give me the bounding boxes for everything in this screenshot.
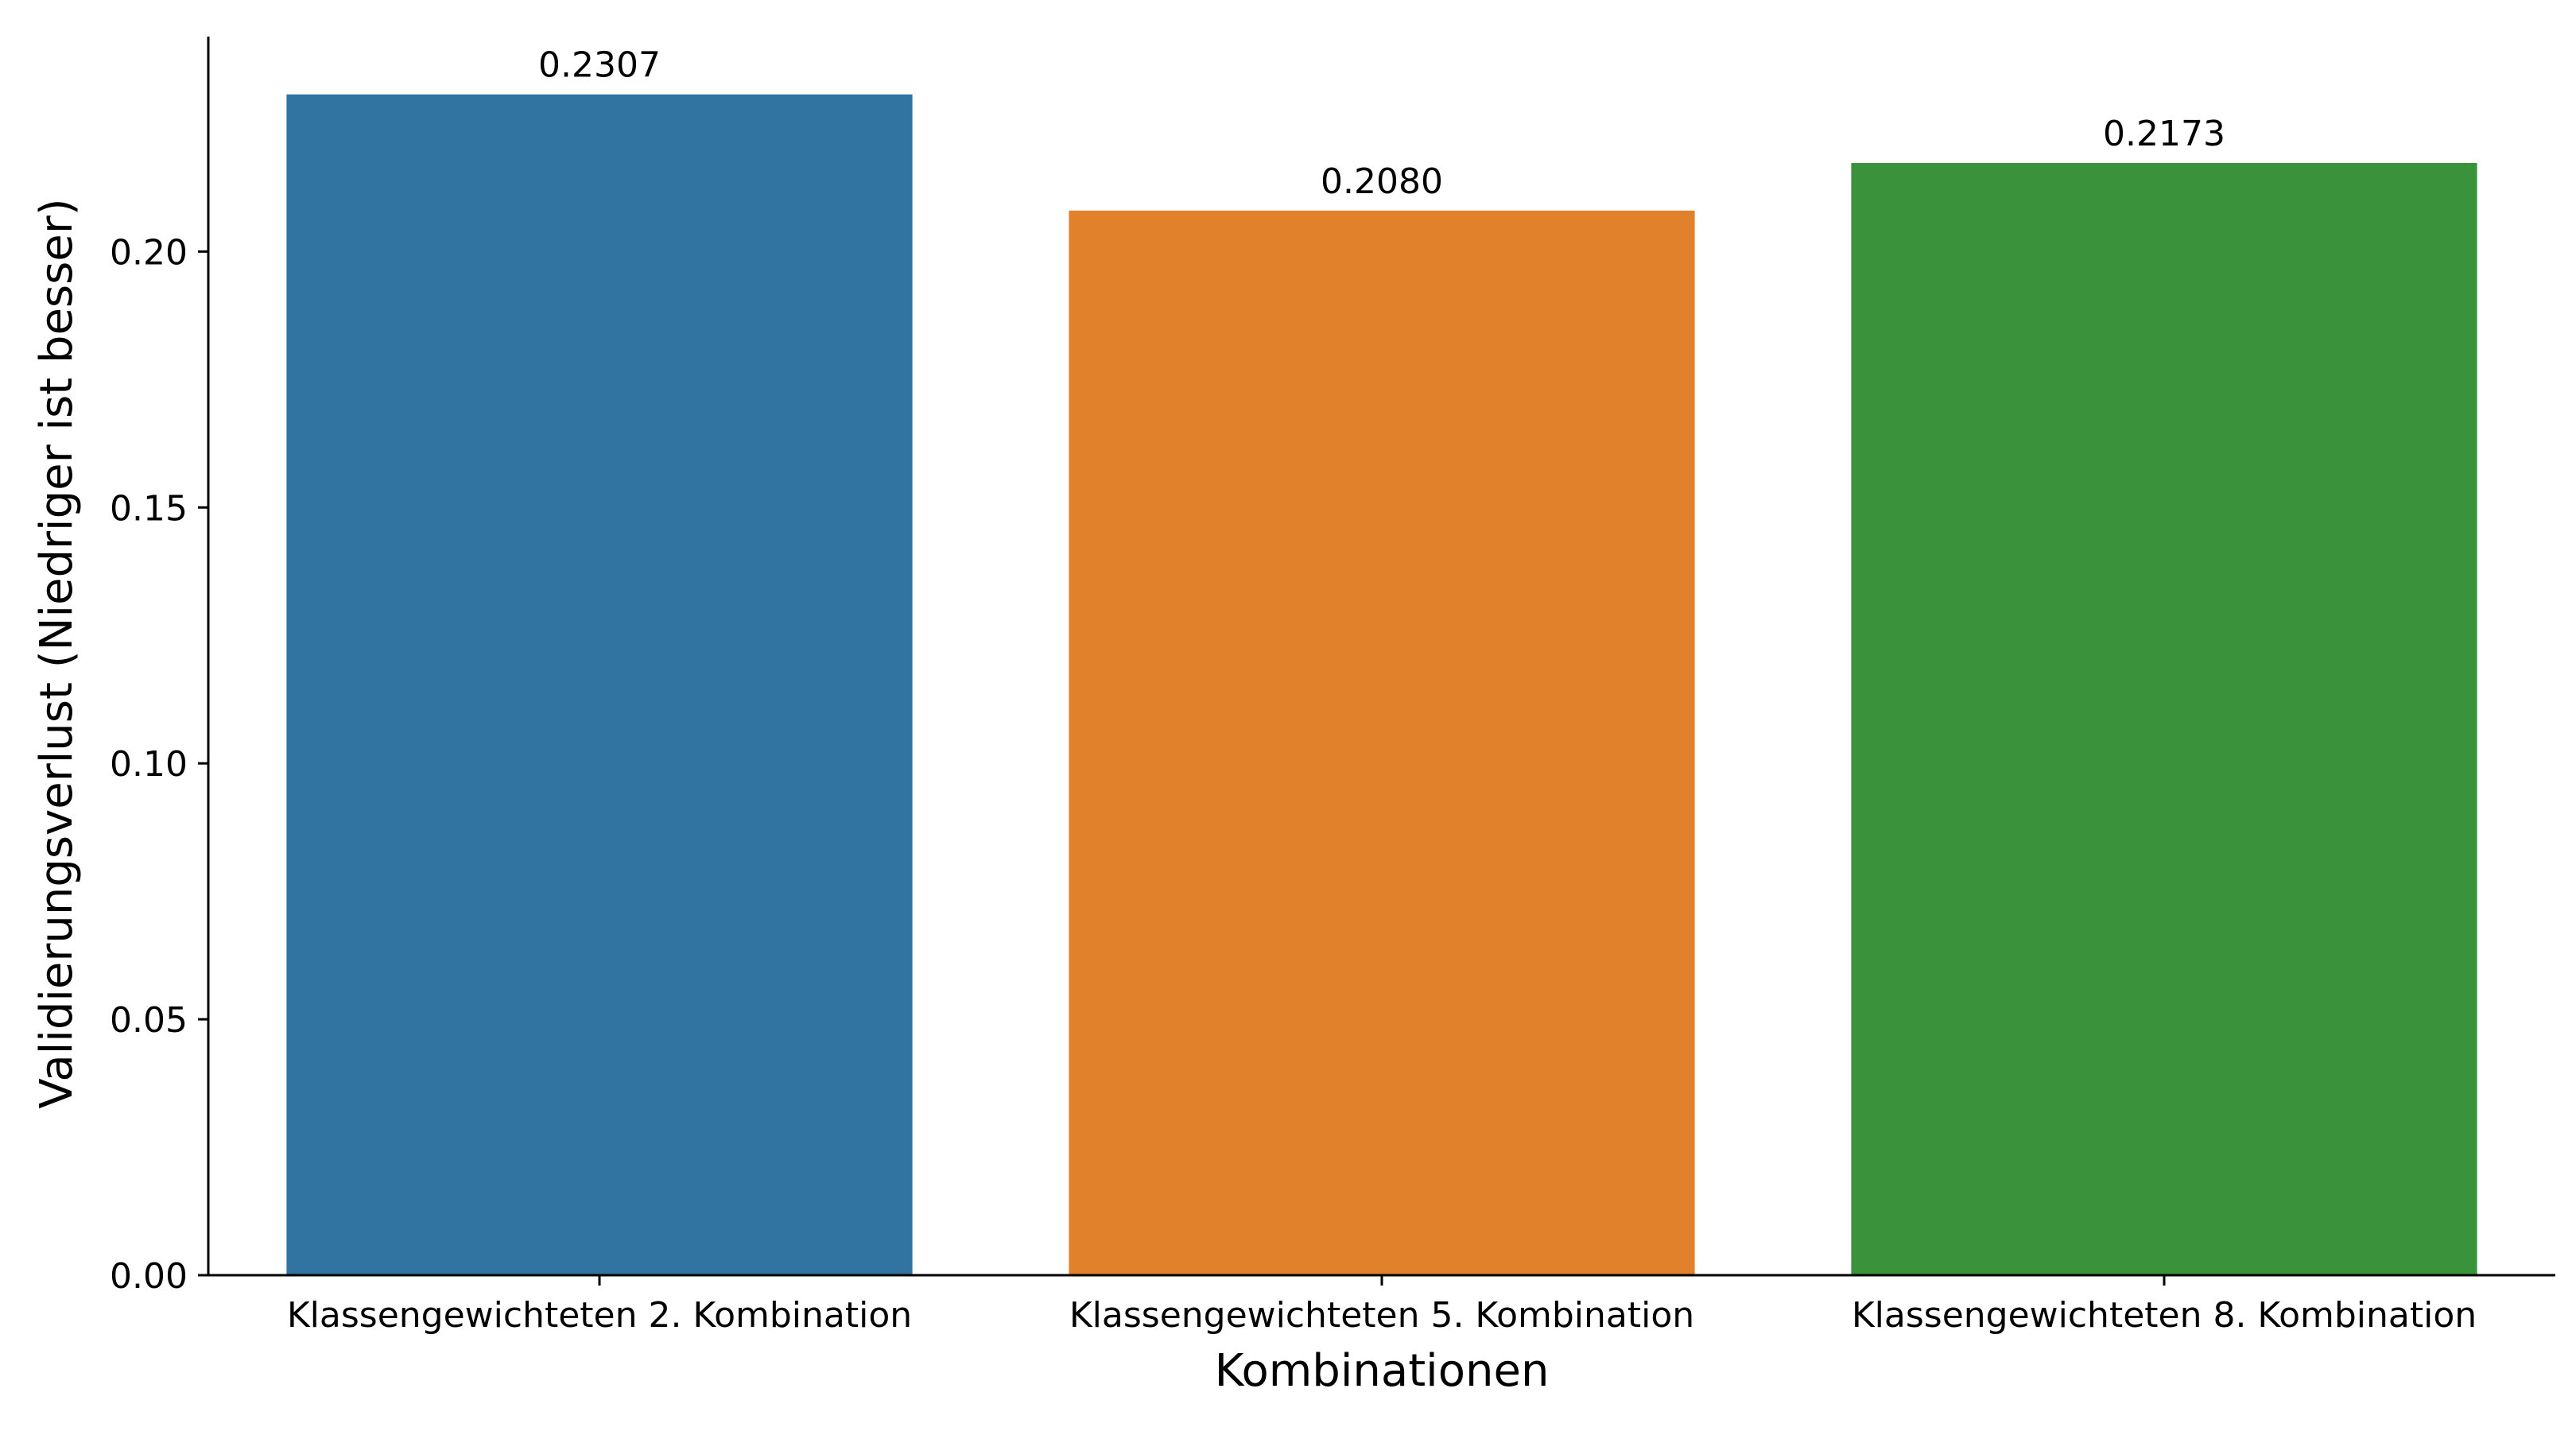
- x-tick-label-2: Klassengewichteten 5. Kombination: [1069, 1295, 1694, 1336]
- x-tick-label-1: Klassengewichteten 2. Kombination: [287, 1295, 912, 1336]
- data-label-1: 0.2307: [538, 45, 661, 86]
- y-tick-label-4: 0.15: [110, 488, 188, 529]
- y-tick-label-3: 0.10: [110, 744, 188, 785]
- y-tick-label-2: 0.05: [110, 1000, 188, 1041]
- y-tick-label-1: 0.00: [110, 1256, 188, 1297]
- y-axis-title: Validierungsverlust (Niedriger ist besse…: [31, 198, 83, 1108]
- bar-3: [1851, 163, 2477, 1275]
- x-axis-title: Kombinationen: [1215, 1345, 1550, 1397]
- x-tick-label-3: Klassengewichteten 8. Kombination: [1852, 1295, 2477, 1336]
- bar-1: [286, 94, 913, 1275]
- data-label-2: 0.2080: [1321, 161, 1443, 202]
- bar-2: [1069, 210, 1695, 1275]
- data-label-3: 0.2173: [2103, 114, 2225, 154]
- y-tick-label-5: 0.20: [110, 232, 188, 273]
